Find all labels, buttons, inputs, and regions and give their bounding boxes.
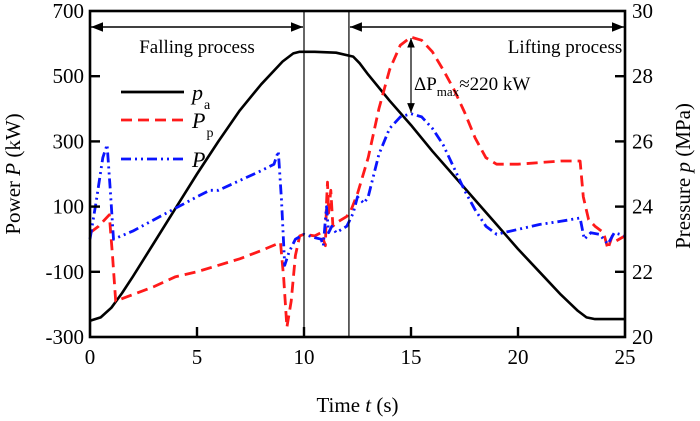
legend-label-p-a: pa (190, 80, 211, 113)
delta-suffix: ≈220 kW (459, 74, 530, 95)
plot-frame (88, 9, 627, 339)
x-tick-label-15: 15 (401, 345, 422, 369)
right-y-axis-title-unit: (MPa) (671, 103, 695, 157)
right-y-tick-label-22: 22 (632, 260, 653, 284)
series-line-p-a (89, 50, 625, 322)
x-axis-title-text: Time (316, 393, 360, 417)
legend-label-sub: a (204, 98, 211, 113)
left-y-tick-label--100: -100 (46, 260, 85, 284)
legend-label-sub: p (206, 126, 213, 141)
x-axis-title: Time t (s) (316, 393, 398, 417)
left-y-tick-label-100: 100 (53, 195, 85, 219)
right-y-tick-label-28: 28 (632, 64, 653, 88)
legend-label-main: P (191, 147, 205, 172)
x-tick-label-20: 20 (508, 345, 529, 369)
x-tick-label-5: 5 (192, 345, 203, 369)
legend-label-p: P (191, 147, 205, 172)
right-y-axis-title: Pressure p (MPa) (671, 103, 695, 249)
left-y-axis-title: Power P (kW) (1, 113, 25, 234)
left-y-tick-label-300: 300 (53, 129, 85, 153)
series-line-p-p (89, 35, 626, 329)
right-y-tick-label-26: 26 (632, 129, 653, 153)
left-y-tick-label--300: -300 (46, 325, 85, 349)
x-tick-label-10: 10 (294, 345, 315, 369)
right-y-tick-label-24: 24 (632, 195, 654, 219)
right-y-axis-title-text: Pressure (671, 178, 695, 249)
delta-prefix: ΔP (414, 74, 437, 95)
delta-p-max-label: ΔPmax≈220 kW (414, 74, 530, 99)
left-y-tick-label-500: 500 (53, 64, 85, 88)
legend-label-main: p (190, 80, 203, 105)
right-y-axis-title-var: p (671, 162, 695, 175)
x-tick-label-25: 25 (615, 345, 636, 369)
series-layer (88, 35, 626, 329)
falling-process-label: Falling process (139, 37, 255, 58)
axes: 0 5 10 15 20 25-300-1001003005007002022242628… (46, 0, 654, 369)
left-y-axis-title-var: P (1, 163, 25, 177)
right-y-tick-label-30: 30 (632, 0, 653, 23)
process-dividers (303, 11, 350, 337)
lifting-process-label: Lifting process (508, 37, 623, 58)
right-y-tick-label-20: 20 (632, 325, 653, 349)
left-y-axis-title-text: Power (1, 181, 25, 235)
delta-subscript: max (437, 84, 460, 99)
series-line-p (88, 112, 626, 267)
x-tick-label-0: 0 (85, 345, 96, 369)
legend-label-p-p: Pp (191, 108, 213, 141)
left-y-tick-label-700: 700 (53, 0, 85, 23)
left-y-axis-title-unit: (kW) (1, 113, 25, 157)
x-axis-title-var: t (365, 393, 372, 417)
legend-label-main: P (191, 108, 205, 133)
x-axis-title-unit: (s) (376, 393, 398, 417)
annotations: Falling process Lifting process ΔPmax≈22… (91, 22, 624, 113)
